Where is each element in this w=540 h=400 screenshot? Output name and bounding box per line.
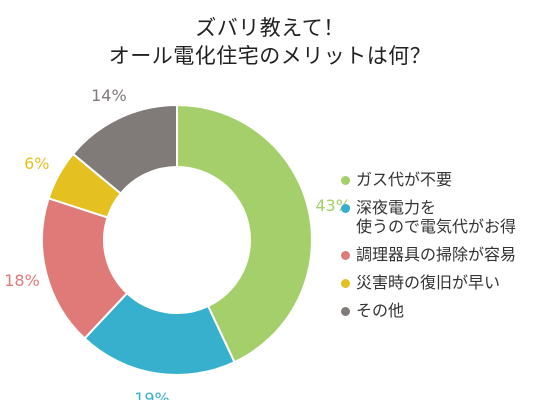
donut-slice-0 [176,103,313,364]
legend-label-0: ガス代が不要 [356,170,453,189]
slice-label-1: 19% [134,389,170,400]
legend-item-0: ガス代が不要 [341,170,516,189]
legend-swatch-0 [341,176,350,185]
legend-swatch-3 [341,279,350,288]
legend-item-4: その他 [341,301,516,320]
legend-label-4: その他 [356,301,405,320]
slice-label-4: 14% [91,86,127,105]
slice-label-2: 18% [4,271,40,290]
legend-swatch-2 [341,251,350,260]
legend-swatch-1 [341,204,350,213]
legend-item-3: 災害時の復旧が早い [341,273,516,292]
chart-legend: ガス代が不要深夜電力を 使うので電気代がお得調理器具の掃除が容易 災害時の復旧が早い… [341,170,516,329]
legend-item-2: 調理器具の掃除が容易 [341,245,516,264]
legend-label-1: 深夜電力を 使うので電気代がお得 [356,198,517,236]
legend-item-1: 深夜電力を 使うので電気代がお得 [341,198,516,236]
legend-swatch-4 [341,307,350,316]
donut-slice-4 [71,103,178,195]
slice-label-3: 6% [24,154,49,173]
legend-label-2: 調理器具の掃除が容易 [356,245,517,264]
chart-title-line2: オール電化住宅のメリットは何？ [108,44,432,68]
legend-label-3: 災害時の復旧が早い [356,273,501,292]
chart-title-line1: ズバリ教えて！ [195,16,345,40]
